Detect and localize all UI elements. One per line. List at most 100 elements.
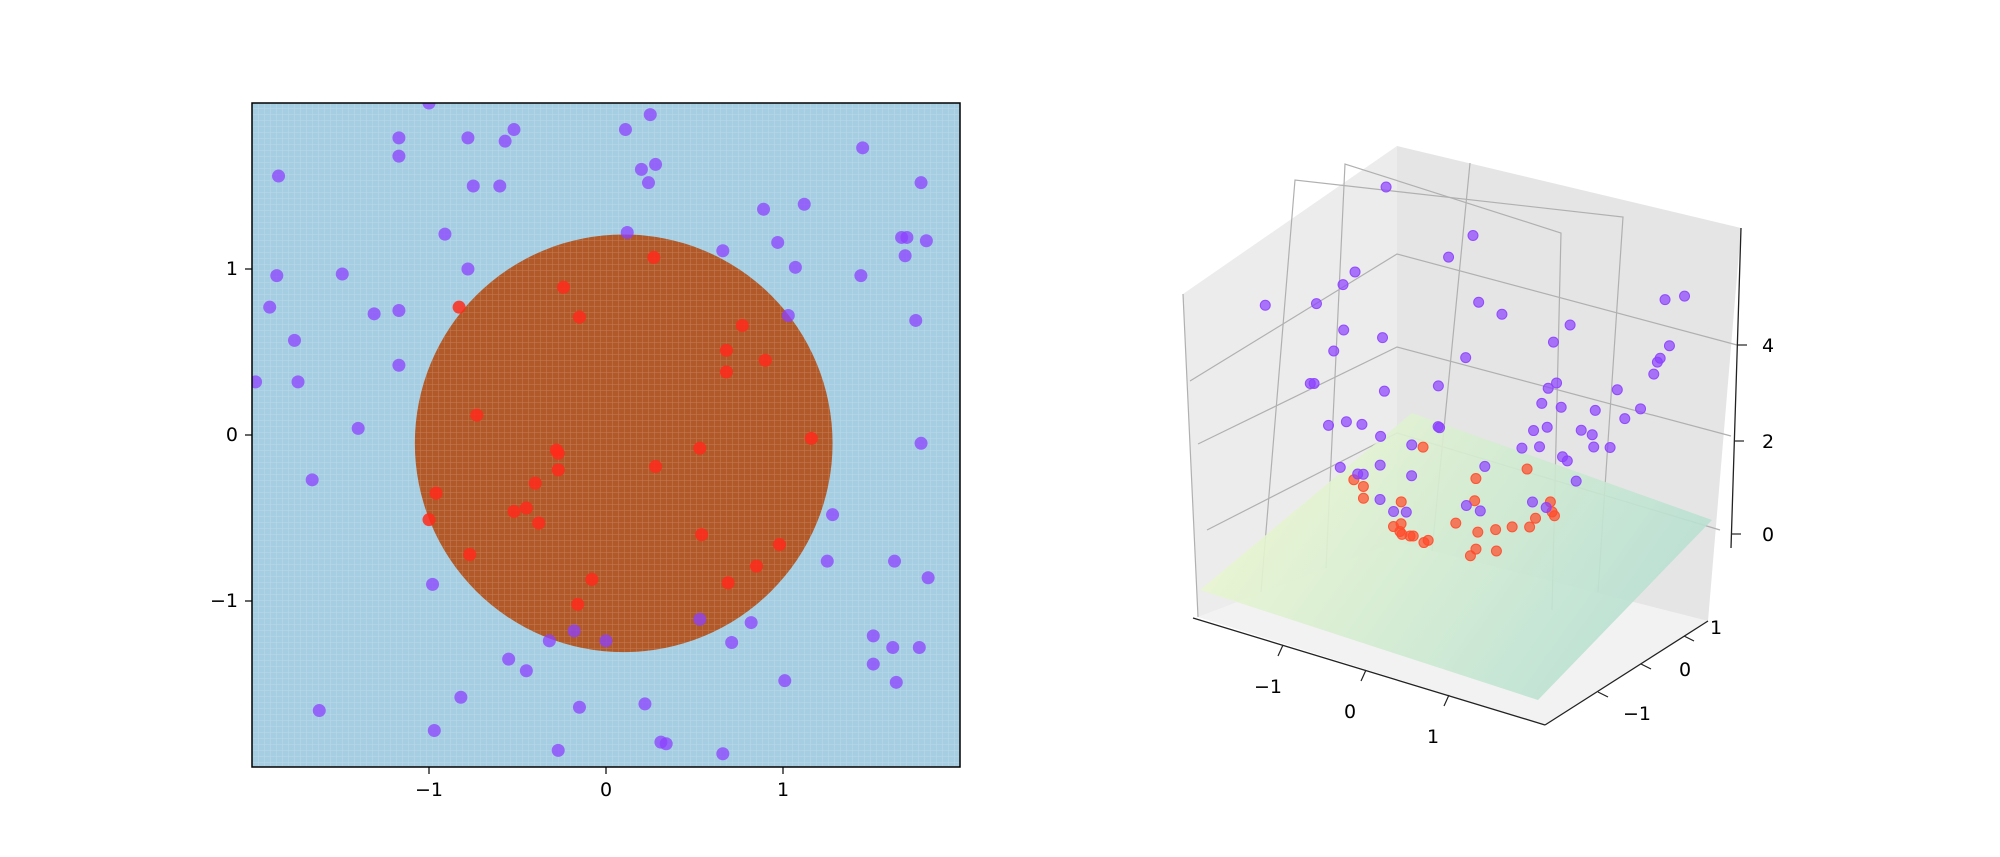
outer-point bbox=[914, 436, 928, 450]
inner-point bbox=[422, 513, 436, 527]
z-axis-line-3d bbox=[1730, 227, 1742, 549]
z-tick-label: 2 bbox=[1762, 431, 1774, 453]
outer-point-3d bbox=[1540, 501, 1552, 513]
outer-point-3d bbox=[1432, 380, 1444, 392]
inner-point-3d bbox=[1418, 537, 1430, 549]
outer-point bbox=[392, 149, 406, 163]
outer-point-3d bbox=[1575, 424, 1587, 436]
outer-point-3d bbox=[1648, 368, 1660, 380]
x-tick-label: −1 bbox=[415, 779, 443, 801]
x-axis-2d: −1 0 1 bbox=[415, 767, 789, 801]
inner-point bbox=[758, 353, 772, 367]
outer-point bbox=[912, 640, 926, 654]
outer-point bbox=[461, 131, 475, 145]
outer-point bbox=[716, 747, 730, 761]
z-axis-3d: 0 2 4 bbox=[1731, 335, 1774, 546]
outer-point bbox=[422, 103, 436, 110]
y-tick-label: 1 bbox=[226, 258, 238, 280]
y-tick-label: −1 bbox=[210, 590, 238, 612]
outer-point-3d bbox=[1467, 230, 1479, 241]
chart-3d: −1 0 1 −1 0 1 0 2 4 bbox=[1182, 146, 1774, 748]
outer-point bbox=[270, 269, 284, 283]
outer-point bbox=[618, 123, 632, 137]
outer-point-3d bbox=[1349, 266, 1361, 278]
outer-point-3d bbox=[1460, 499, 1472, 511]
x-tick-label: 1 bbox=[1427, 726, 1439, 748]
outer-point bbox=[634, 162, 648, 176]
inner-point-3d bbox=[1407, 530, 1419, 542]
outer-point-3d bbox=[1388, 506, 1400, 518]
y-tick-label: 0 bbox=[226, 424, 238, 446]
outer-point-3d bbox=[1589, 404, 1601, 416]
outer-point bbox=[252, 375, 263, 389]
inner-point bbox=[429, 486, 443, 500]
outer-point-3d bbox=[1654, 352, 1666, 364]
outer-point-3d bbox=[1564, 319, 1576, 331]
inner-point bbox=[749, 559, 763, 573]
outer-point-3d bbox=[1304, 377, 1316, 389]
outer-point bbox=[507, 123, 521, 137]
y-tick bbox=[1640, 663, 1652, 670]
outer-point bbox=[392, 131, 406, 145]
inner-point-3d bbox=[1524, 521, 1536, 533]
outer-point bbox=[921, 571, 935, 585]
inner-point bbox=[735, 318, 749, 332]
outer-point bbox=[854, 269, 868, 283]
outer-point-3d bbox=[1340, 416, 1352, 428]
outer-point-3d bbox=[1328, 345, 1340, 357]
outer-point bbox=[498, 134, 512, 148]
inner-point bbox=[551, 463, 565, 477]
outer-point-3d bbox=[1374, 493, 1386, 505]
outer-point bbox=[889, 675, 903, 689]
y-tick-label: 1 bbox=[1710, 617, 1722, 639]
points-2d bbox=[252, 103, 935, 761]
outer-point bbox=[272, 169, 286, 183]
outer-point-3d bbox=[1474, 505, 1486, 517]
outer-point bbox=[744, 616, 758, 630]
x-tick-label: 0 bbox=[600, 779, 612, 801]
x-tick bbox=[1443, 694, 1450, 707]
outer-point-3d bbox=[1663, 340, 1675, 352]
outer-point bbox=[599, 634, 613, 648]
outer-point bbox=[392, 358, 406, 372]
outer-point bbox=[567, 624, 581, 638]
chart-2d: −1 0 1 −1 0 1 bbox=[210, 102, 961, 801]
outer-point bbox=[866, 629, 880, 643]
outer-point bbox=[778, 674, 792, 688]
outer-point-3d bbox=[1586, 429, 1598, 441]
outer-point-3d bbox=[1338, 324, 1350, 336]
outer-point-3d bbox=[1561, 455, 1573, 467]
outer-point-3d bbox=[1406, 470, 1418, 482]
outer-point-3d bbox=[1496, 308, 1508, 320]
outer-point bbox=[493, 179, 507, 193]
outer-point bbox=[287, 333, 301, 347]
inner-point bbox=[519, 501, 533, 515]
x-axis-line-3d bbox=[1192, 617, 1546, 726]
outer-point bbox=[638, 697, 652, 711]
y-tick-label: 0 bbox=[1679, 659, 1691, 681]
outer-point-3d bbox=[1323, 419, 1335, 431]
inner-point-3d bbox=[1395, 518, 1407, 530]
x-tick-label: 1 bbox=[777, 779, 789, 801]
outer-point bbox=[919, 234, 933, 248]
outer-point-3d bbox=[1635, 403, 1647, 415]
outer-point-3d bbox=[1460, 352, 1472, 364]
grid-texture bbox=[252, 103, 960, 767]
outer-point bbox=[351, 421, 365, 435]
inner-point-3d bbox=[1506, 521, 1518, 533]
inner-point bbox=[695, 528, 709, 542]
inner-point-3d bbox=[1417, 441, 1429, 453]
y-axis-2d: −1 0 1 bbox=[210, 258, 252, 612]
outer-point bbox=[725, 636, 739, 649]
outer-point-3d bbox=[1536, 397, 1548, 409]
x-tick bbox=[1360, 669, 1367, 682]
inner-point-3d bbox=[1490, 545, 1502, 557]
outer-point bbox=[649, 157, 663, 171]
outer-point-3d bbox=[1400, 506, 1412, 518]
inner-point bbox=[647, 250, 661, 264]
outer-point bbox=[771, 235, 785, 249]
outer-point-3d bbox=[1356, 418, 1368, 430]
inner-point bbox=[719, 365, 733, 379]
inner-point bbox=[585, 572, 599, 586]
